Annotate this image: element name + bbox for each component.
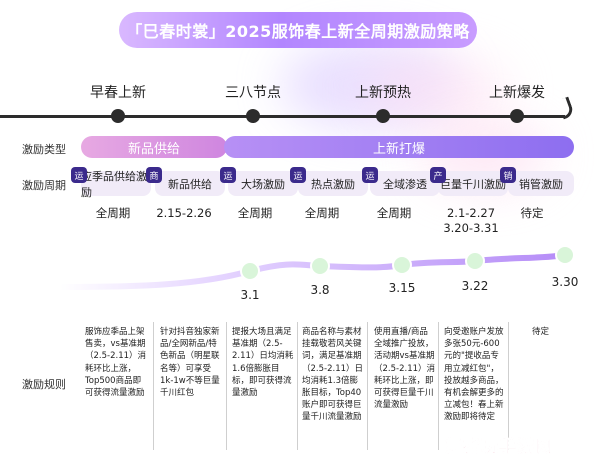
timeline-dot: [246, 109, 260, 123]
milestone-label: 早春上新: [90, 85, 146, 101]
milestone-label: 上新预热: [355, 85, 411, 101]
curve-dot: [555, 245, 575, 265]
divider: [367, 322, 368, 450]
curve-value: 3.30: [551, 275, 579, 289]
badge-icon: 运: [362, 167, 378, 183]
cycle-box: 巨量千川激励: [438, 171, 508, 196]
cycle-label: 全域渗透: [383, 177, 427, 191]
cycle-label: 销管激励: [519, 177, 563, 191]
badge-icon: 运: [290, 167, 306, 183]
cycle-box: 热点激励: [298, 171, 368, 196]
rule-text: 使用直播/商品全域推广投放，活动期vs基准期（2.5-2.11）消耗环比上涨，即…: [374, 327, 436, 411]
period-label: 待定: [520, 206, 544, 220]
type-burst-pill: 上新打爆: [224, 136, 574, 158]
badge-icon: 销: [500, 167, 516, 183]
curve-value: 3.8: [310, 283, 330, 297]
rule-text: 向受邀账户发放多张50元-600元的"提收品专用立减红包"，投放越多商品，有机会…: [444, 327, 504, 423]
row-label-type: 激励类型: [22, 143, 66, 156]
badge-icon: 产: [430, 167, 446, 183]
curve-dot: [392, 255, 412, 275]
row-label-cycle: 激励周期: [22, 179, 66, 192]
cycle-box: 应季品供给激励: [81, 170, 151, 199]
cycle-box: 新品供给: [155, 171, 225, 196]
period-label: 全周期: [237, 206, 273, 220]
period-label: 2.1-2.27 3.20-3.31: [443, 206, 499, 235]
divider: [153, 322, 154, 450]
period-label: 全周期: [95, 206, 131, 220]
cycle-box: 全域渗透: [370, 171, 440, 196]
badge-icon: 商: [146, 167, 162, 183]
period-label: 2.15-2.26: [156, 206, 212, 220]
rule-text: 待定: [532, 327, 550, 337]
row-label-rules: 激励规则: [22, 378, 66, 391]
divider: [438, 322, 439, 450]
curve-dot: [465, 251, 485, 271]
curve-value: 3.22: [461, 279, 489, 293]
timeline-dot: [510, 109, 524, 123]
curve-dot: [310, 256, 330, 276]
timeline-axis: [0, 115, 565, 118]
divider: [297, 322, 298, 450]
badge-icon: 运: [71, 167, 87, 183]
cycle-box: 销管激励: [508, 171, 574, 196]
rule-text: 商品名称与素材挂载敬若风关键词，满足基准期（2.5-2.11）日均消耗1.3倍膨…: [302, 327, 364, 423]
type-new-pill: 新品供给: [81, 136, 227, 158]
divider: [508, 322, 509, 450]
cycle-label: 新品供给: [168, 177, 212, 191]
cycle-label: 热点激励: [311, 177, 355, 191]
period-label: 全周期: [376, 206, 412, 220]
cycle-label: 应季品供给激励: [81, 169, 147, 199]
rule-text: 提报大场且满足基准期（2.5-2.11）日均消耗1.6倍膨胀目标，即可获得流量激…: [232, 327, 294, 399]
milestone-label: 三八节点: [225, 85, 281, 101]
period-label: 全周期: [304, 206, 340, 220]
curve-dot: [240, 261, 260, 281]
badge-icon: 运: [220, 167, 236, 183]
curve-value: 3.15: [388, 281, 416, 295]
growth-curve: [57, 245, 575, 290]
divider: [226, 322, 227, 450]
cycle-label: 大场激励: [241, 177, 285, 191]
page-title: 「巳春时裳」2025服饰春上新全周期激励策略: [119, 12, 477, 48]
cycle-box: 大场激励: [228, 171, 298, 196]
rule-text: 针对抖音独家新品/全网新品/特色新品（明星联名等）可享受1k-1w不等巨量千川红…: [160, 327, 220, 399]
curve-value: 3.1: [240, 288, 260, 302]
rule-text: 服饰应季品上架售卖，vs基准期（2.5-2.11）消耗环比上涨，Top500商品…: [85, 327, 147, 399]
timeline-dot: [111, 109, 125, 123]
watermark: 舞指玩手游网: [445, 437, 553, 458]
cycle-label: 巨量千川激励: [440, 177, 506, 191]
milestone-label: 上新爆发: [489, 85, 545, 101]
timeline-dot: [376, 109, 390, 123]
